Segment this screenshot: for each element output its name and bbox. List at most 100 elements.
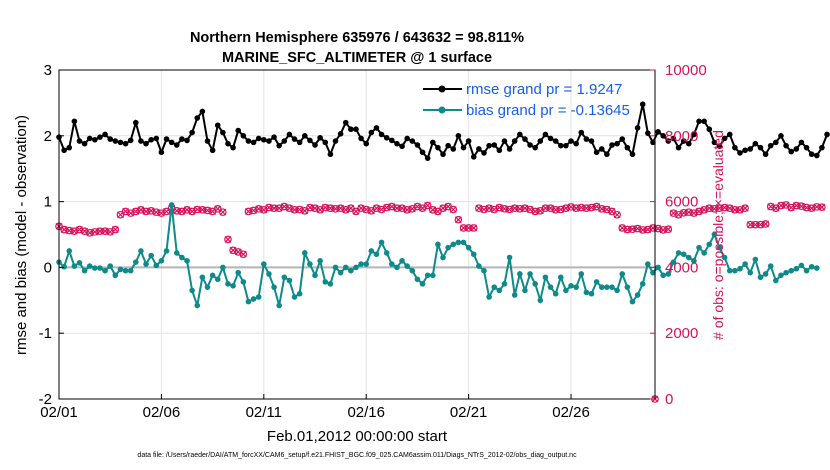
data-point bbox=[557, 274, 564, 281]
data-point bbox=[455, 133, 462, 139]
data-point bbox=[660, 272, 666, 279]
data-point bbox=[742, 147, 748, 154]
data-point bbox=[245, 298, 252, 305]
data-point bbox=[363, 140, 370, 147]
data-point bbox=[71, 118, 78, 125]
data-point bbox=[291, 136, 298, 142]
obs-possible-marker bbox=[510, 204, 519, 212]
data-point bbox=[773, 277, 779, 284]
data-point bbox=[76, 138, 83, 144]
data-point bbox=[511, 292, 518, 298]
data-point bbox=[445, 142, 451, 149]
data-point bbox=[824, 131, 830, 138]
data-point bbox=[645, 130, 651, 136]
data-point bbox=[716, 244, 723, 251]
data-point bbox=[424, 155, 431, 161]
data-point bbox=[409, 138, 416, 144]
rmse-series bbox=[56, 101, 830, 161]
data-point bbox=[373, 251, 380, 258]
data-point bbox=[685, 140, 692, 147]
data-point bbox=[158, 258, 165, 264]
obs-possible-marker bbox=[393, 204, 401, 212]
data-point bbox=[803, 144, 810, 151]
data-point bbox=[793, 146, 800, 152]
data-point bbox=[798, 139, 805, 146]
data-point bbox=[619, 136, 626, 142]
data-point bbox=[614, 140, 620, 147]
data-point bbox=[66, 248, 73, 254]
data-point bbox=[435, 241, 441, 248]
obs-possible-marker bbox=[321, 203, 330, 212]
data-point bbox=[342, 119, 349, 126]
data-point bbox=[107, 136, 114, 142]
data-point bbox=[624, 284, 631, 290]
obs-possible-marker bbox=[715, 204, 724, 212]
obs-possible-marker bbox=[587, 203, 596, 212]
data-point bbox=[117, 266, 124, 273]
data-point bbox=[440, 254, 446, 261]
data-point bbox=[404, 263, 410, 269]
obs-possible-marker bbox=[162, 207, 171, 216]
data-point bbox=[173, 142, 180, 148]
data-point bbox=[670, 259, 677, 265]
data-point bbox=[86, 263, 93, 269]
obs-possible-marker bbox=[111, 225, 120, 234]
data-point bbox=[225, 281, 231, 287]
data-point bbox=[757, 144, 764, 151]
data-point bbox=[721, 254, 728, 261]
data-point bbox=[92, 136, 98, 143]
data-point bbox=[102, 267, 108, 274]
y-right-tick-label: 6000 bbox=[665, 194, 698, 211]
data-point bbox=[66, 144, 73, 151]
data-point bbox=[383, 134, 390, 141]
data-point bbox=[798, 262, 805, 269]
data-point bbox=[414, 276, 421, 283]
data-point bbox=[199, 108, 206, 115]
data-point bbox=[291, 294, 298, 300]
obs-possible-marker bbox=[572, 204, 580, 212]
data-point bbox=[102, 131, 108, 138]
data-point bbox=[465, 138, 472, 144]
data-point bbox=[153, 262, 160, 269]
data-point bbox=[112, 272, 119, 279]
data-point bbox=[721, 135, 728, 142]
obs-evaluated-marker bbox=[239, 250, 247, 258]
x-tick-label: 02/16 bbox=[347, 404, 385, 421]
obs-evaluated-marker bbox=[224, 236, 232, 243]
data-point bbox=[312, 142, 318, 148]
data-point bbox=[537, 297, 544, 304]
data-point bbox=[327, 281, 334, 287]
data-point bbox=[547, 284, 554, 290]
data-point bbox=[389, 261, 395, 267]
obs-possible-marker bbox=[96, 227, 104, 236]
data-point bbox=[491, 142, 498, 148]
data-point bbox=[675, 250, 682, 256]
y-tick-label: 3 bbox=[44, 62, 52, 79]
data-point bbox=[506, 254, 513, 261]
data-point bbox=[696, 244, 702, 251]
data-point bbox=[609, 142, 615, 148]
data-point bbox=[122, 140, 129, 147]
obs-possible-marker bbox=[60, 225, 68, 234]
data-point bbox=[255, 294, 262, 300]
data-point bbox=[598, 146, 605, 152]
x-tick-label: 02/11 bbox=[246, 404, 282, 421]
obs-possible-marker bbox=[172, 207, 181, 215]
obs-possible-marker bbox=[142, 207, 150, 216]
obs-possible-marker bbox=[649, 224, 657, 232]
obs-evaluated-marker bbox=[664, 225, 672, 233]
data-point bbox=[588, 138, 595, 144]
data-point bbox=[598, 284, 605, 290]
data-point bbox=[429, 272, 436, 279]
data-point bbox=[266, 271, 272, 277]
data-point bbox=[148, 136, 154, 143]
obs-possible-marker bbox=[777, 201, 785, 210]
plot-frame bbox=[58, 69, 656, 400]
data-point bbox=[793, 265, 800, 272]
data-point bbox=[332, 138, 339, 144]
data-point bbox=[501, 138, 508, 144]
data-point bbox=[424, 272, 431, 279]
data-point bbox=[701, 118, 707, 125]
obs-evaluated-marker bbox=[111, 226, 119, 233]
